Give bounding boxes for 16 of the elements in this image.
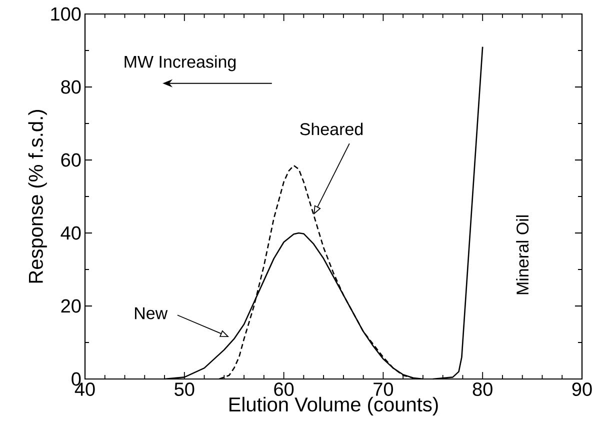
y-tick-label: 100 [51,7,81,21]
x-tick-label: 70 [374,382,394,396]
annotation: New [134,307,168,320]
annotation: MW Increasing [124,55,236,72]
y-tick-label: 60 [61,153,81,167]
x-tick-label: 60 [274,382,294,396]
x-axis-title: Elution Volume (counts) [230,396,438,416]
y-tick-label: 80 [61,80,81,94]
x-tick-label: 90 [572,382,592,396]
x-tick-label: 80 [472,382,492,396]
y-axis-title: Response (% f.s.d.) [28,110,47,283]
y-tick-label: 40 [60,226,81,240]
annotation: Sheared [300,122,363,136]
y-tick-label: 20 [61,299,81,313]
x-tick-label: 50 [174,382,194,396]
text: Mineral Oil [516,215,529,294]
